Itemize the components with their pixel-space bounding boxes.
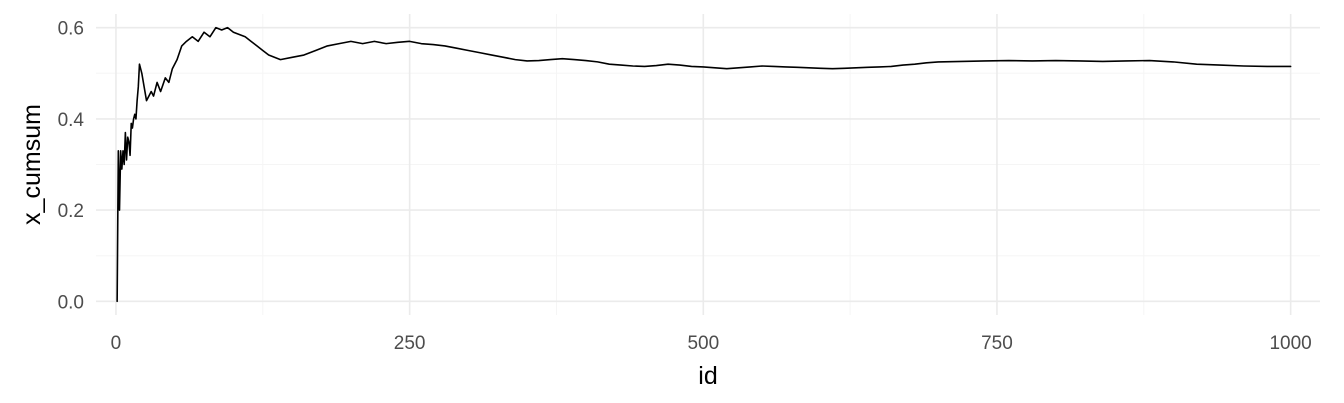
x-axis-tick-labels: 0 250 500 750 1000 — [111, 333, 1312, 354]
x-tick-label: 250 — [394, 333, 426, 354]
y-tick-label: 0.0 — [58, 292, 84, 313]
x-tick-label: 500 — [687, 333, 719, 354]
x-tick-label: 1000 — [1269, 333, 1311, 354]
x-tick-label: 750 — [981, 333, 1013, 354]
x-tick-label: 0 — [111, 333, 122, 354]
y-tick-label: 0.6 — [58, 19, 84, 40]
y-tick-label: 0.4 — [58, 110, 85, 131]
y-axis-title: x_cumsum — [18, 104, 46, 225]
y-axis-tick-labels: 0.0 0.2 0.4 0.6 — [58, 19, 85, 314]
x-axis-title: id — [698, 362, 717, 390]
series-line-0 — [116, 26, 1292, 303]
grid — [96, 14, 1320, 315]
y-tick-label: 0.2 — [58, 201, 84, 222]
series-layer — [116, 26, 1292, 303]
